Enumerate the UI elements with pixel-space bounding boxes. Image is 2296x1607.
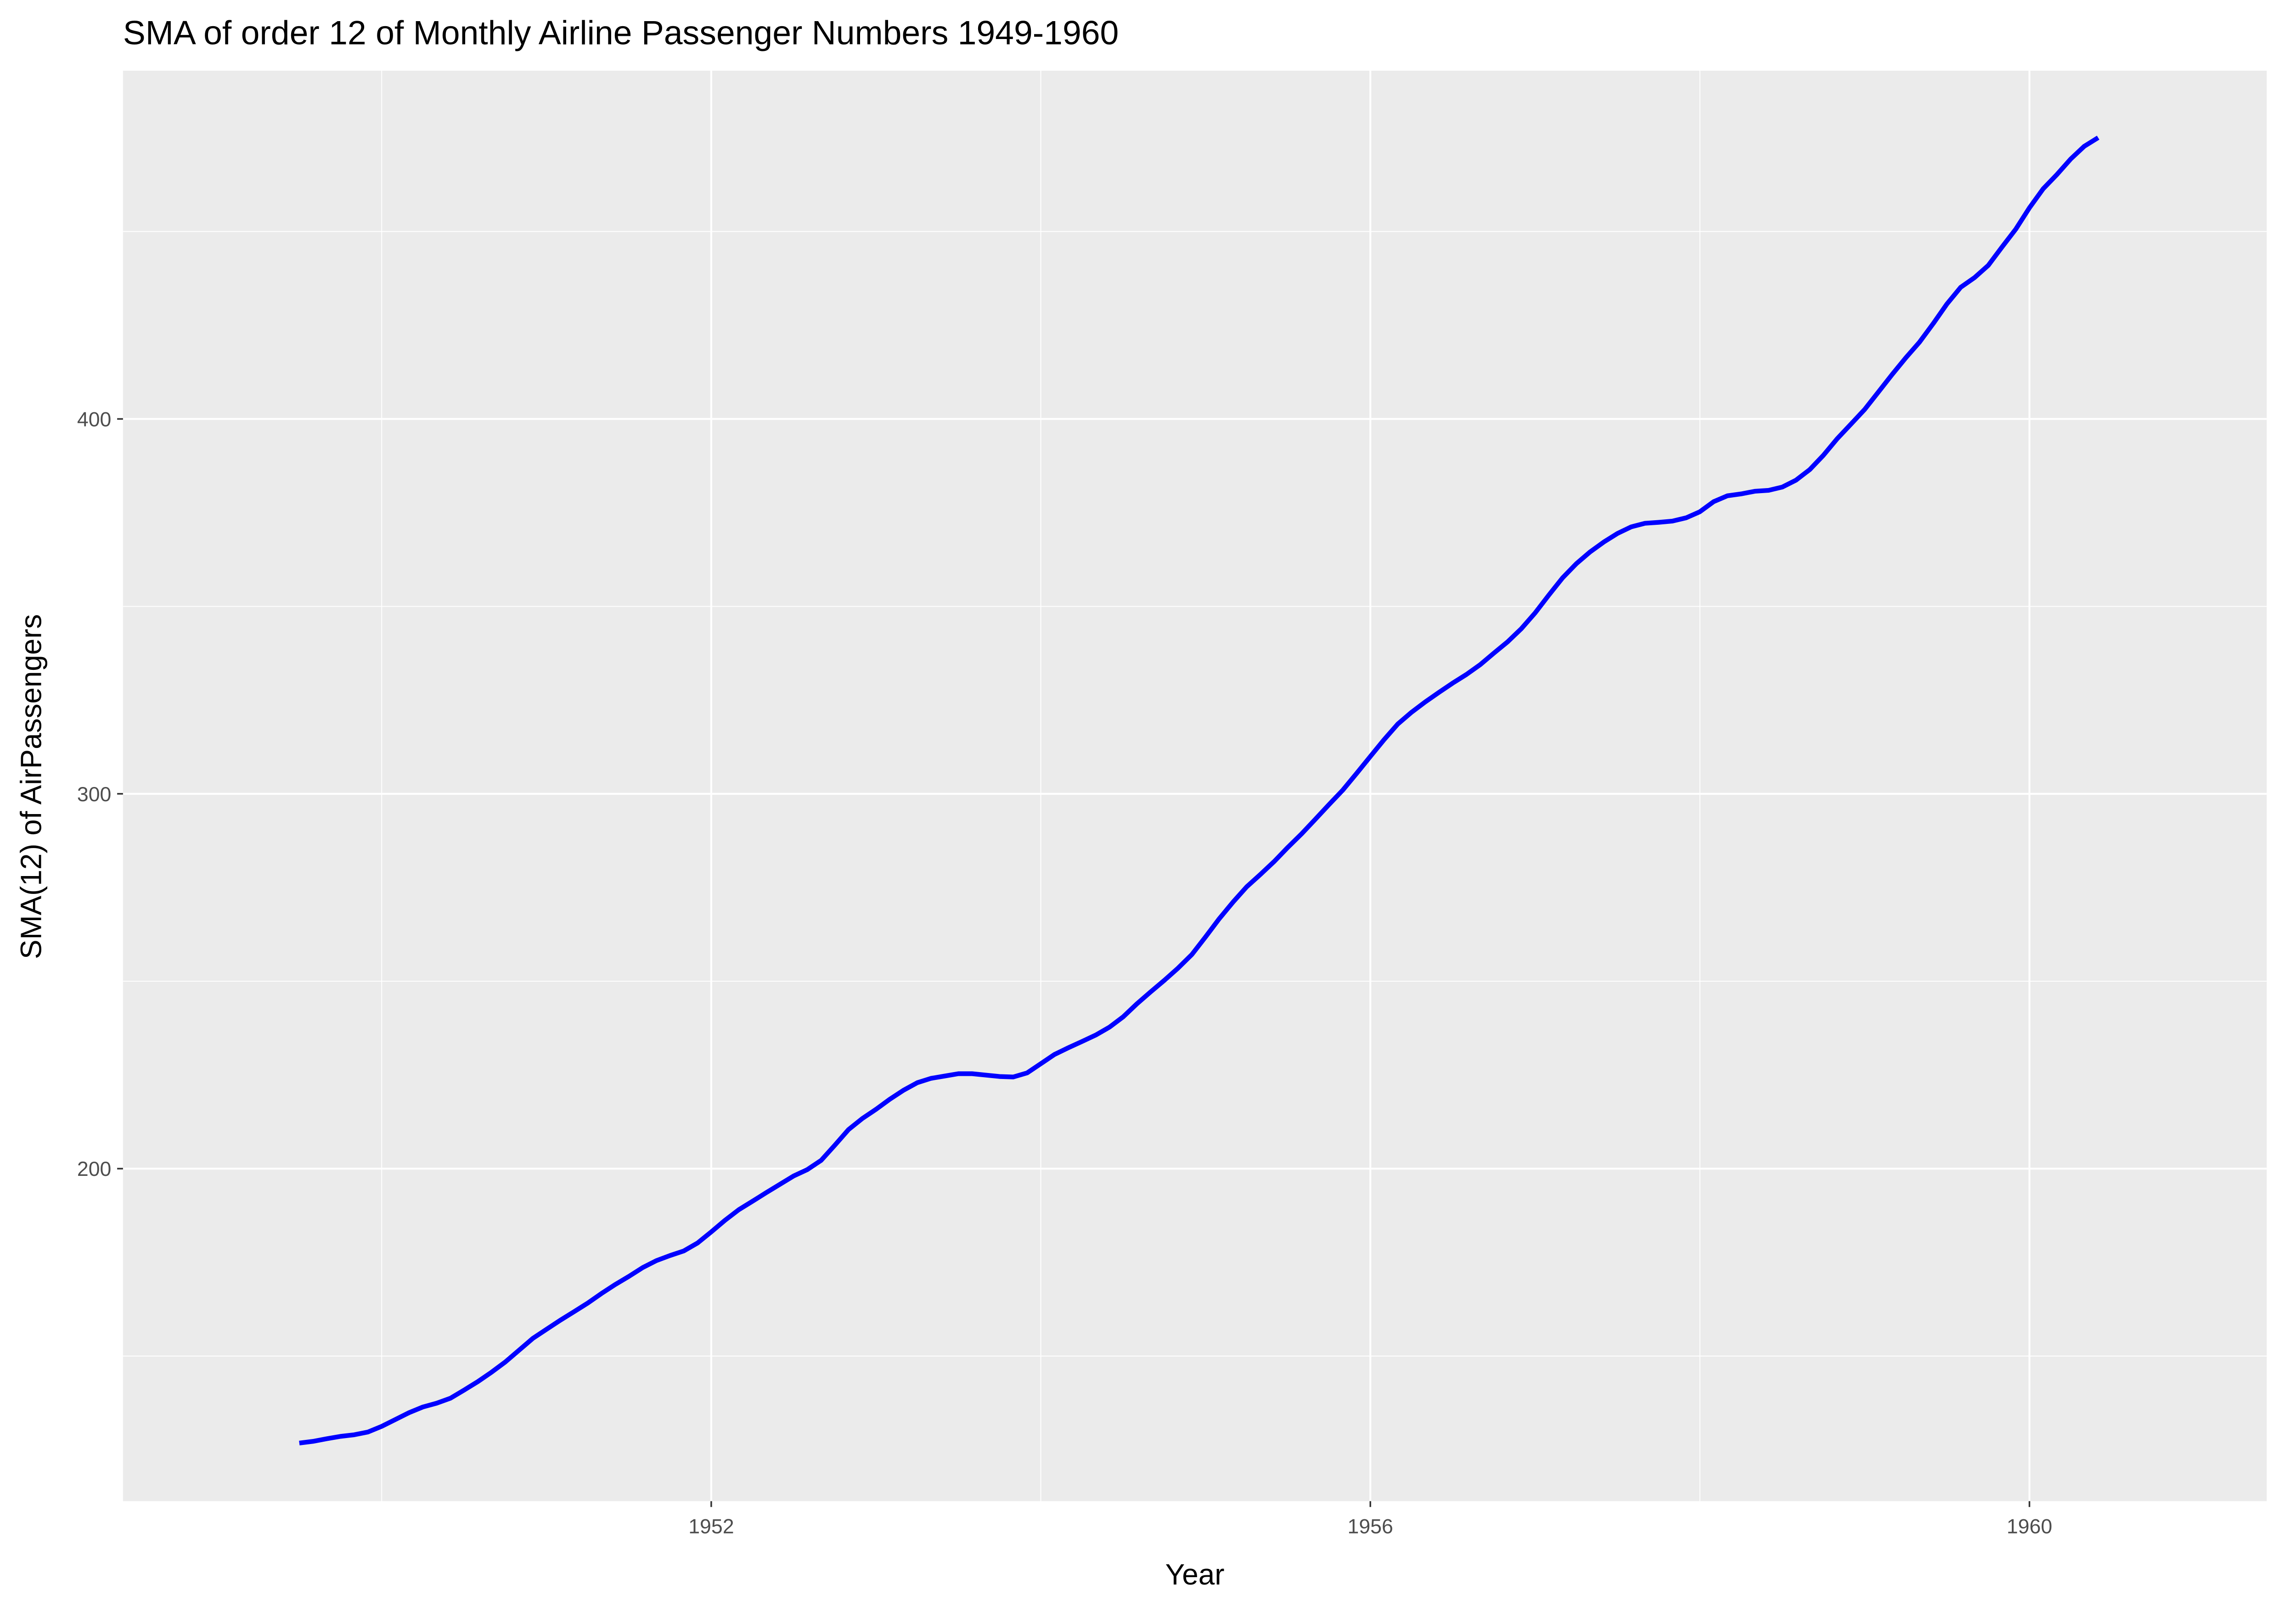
y-tick-label: 200 — [77, 1158, 111, 1180]
chart-title: SMA of order 12 of Monthly Airline Passe… — [123, 14, 1119, 52]
x-tick-label: 1952 — [688, 1516, 734, 1538]
y-axis-title: SMA(12) of AirPassengers — [14, 614, 47, 959]
x-tick-label: 1960 — [2007, 1516, 2052, 1538]
series-line — [299, 135, 2099, 1446]
plot-panel — [123, 71, 2267, 1501]
y-tick-label: 300 — [77, 783, 111, 806]
y-tick-label: 400 — [77, 408, 111, 431]
x-axis-title: Year — [1165, 1558, 1225, 1591]
x-tick-label: 1956 — [1348, 1516, 1393, 1538]
